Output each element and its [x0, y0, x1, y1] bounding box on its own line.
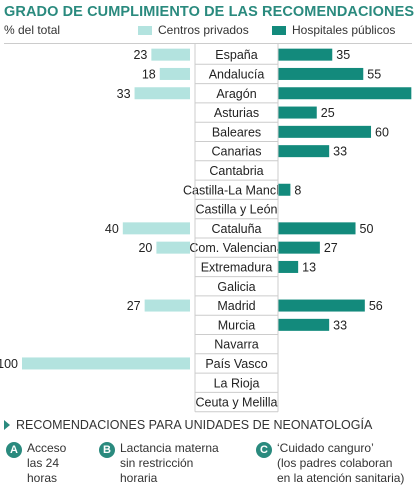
recommendation-a: A Acceso las 24 horas [6, 441, 66, 486]
value-label-publicos: 56 [369, 299, 383, 313]
category-label: Extremadura [201, 260, 273, 274]
recommendation-c: C ‘Cuidado canguro’ (los padres colabora… [256, 441, 404, 486]
recommendation-b-text: Lactancia materna sin restricción horari… [120, 441, 219, 485]
bar-privados [159, 67, 190, 80]
bar-publicos [278, 145, 330, 158]
value-label-publicos: 50 [360, 222, 374, 236]
legend-swatch-privados [138, 25, 152, 35]
value-label-privados: 33 [117, 87, 131, 101]
bar-privados [22, 357, 190, 370]
recommendation-a-text: Acceso las 24 horas [27, 441, 67, 485]
bar-chart: España2335Andalucía1855Aragón3386Asturia… [0, 43, 412, 413]
badge-c: C [256, 442, 272, 458]
legend-publicos: Hospitales públicos [272, 23, 395, 37]
value-label-privados: 23 [133, 48, 147, 62]
bar-publicos [278, 183, 291, 196]
category-label: Aragón [216, 87, 256, 101]
value-label-publicos: 35 [336, 48, 350, 62]
bar-privados [151, 48, 190, 61]
recommendations-heading-text: RECOMENDACIONES PARA UNIDADES DE NEONATO… [16, 418, 373, 432]
category-label: Com. Valenciana [189, 241, 283, 255]
category-label: Navarra [214, 338, 259, 352]
bar-publicos [278, 299, 365, 312]
bar-privados [122, 222, 190, 235]
value-label-publicos: 33 [333, 318, 347, 332]
category-label: Asturias [214, 106, 259, 120]
bar-publicos [278, 106, 317, 119]
bar-publicos [278, 241, 320, 254]
bar-publicos [278, 67, 364, 80]
bar-publicos [278, 87, 412, 100]
category-label: Murcia [218, 318, 256, 332]
category-label: País Vasco [205, 357, 267, 371]
category-label: Cataluña [211, 222, 261, 236]
value-label-publicos: 8 [294, 183, 301, 197]
value-label-publicos: 25 [321, 106, 335, 120]
value-label-privados: 18 [142, 67, 156, 81]
legend-privados: Centros privados [138, 23, 249, 37]
units-label: % del total [4, 23, 61, 37]
bar-publicos [278, 222, 356, 235]
bar-publicos [278, 125, 372, 138]
category-label: Madrid [217, 299, 255, 313]
recommendation-c-text: ‘Cuidado canguro’ (los padres colaboran … [277, 441, 405, 485]
category-label: Cantabria [209, 164, 263, 178]
value-label-privados: 27 [127, 299, 141, 313]
category-label: Galicia [217, 280, 255, 294]
value-label-privados: 100 [0, 357, 18, 371]
category-label: La Rioja [214, 376, 260, 390]
recommendations-heading: RECOMENDACIONES PARA UNIDADES DE NEONATO… [4, 418, 372, 432]
arrow-icon [4, 420, 10, 430]
value-label-privados: 20 [138, 241, 152, 255]
category-label: Andalucía [209, 67, 265, 81]
bar-privados [156, 241, 190, 254]
category-label: España [215, 48, 257, 62]
legend-label-privados: Centros privados [158, 23, 249, 37]
bar-privados [144, 299, 190, 312]
category-label: Ceuta y Melilla [196, 396, 278, 410]
category-label: Castilla y León [196, 203, 278, 217]
value-label-publicos: 60 [375, 125, 389, 139]
value-label-publicos: 33 [333, 145, 347, 159]
legend-swatch-publicos [272, 25, 286, 35]
chart-title: GRADO DE CUMPLIMIENTO DE LAS RECOMENDACI… [4, 4, 414, 20]
value-label-publicos: 55 [367, 67, 381, 81]
category-label: Canarias [211, 145, 261, 159]
category-label: Baleares [212, 125, 261, 139]
badge-a: A [6, 442, 22, 458]
bar-publicos [278, 318, 330, 331]
bar-privados [134, 87, 190, 100]
value-label-privados: 40 [105, 222, 119, 236]
bar-publicos [278, 260, 299, 273]
recommendation-b: B Lactancia materna sin restricción hora… [99, 441, 219, 486]
bar-publicos [278, 48, 333, 61]
badge-b: B [99, 442, 115, 458]
category-label: Castilla-La Mancha [183, 183, 290, 197]
value-label-publicos: 27 [324, 241, 338, 255]
legend-label-publicos: Hospitales públicos [292, 23, 396, 37]
value-label-publicos: 13 [302, 260, 316, 274]
